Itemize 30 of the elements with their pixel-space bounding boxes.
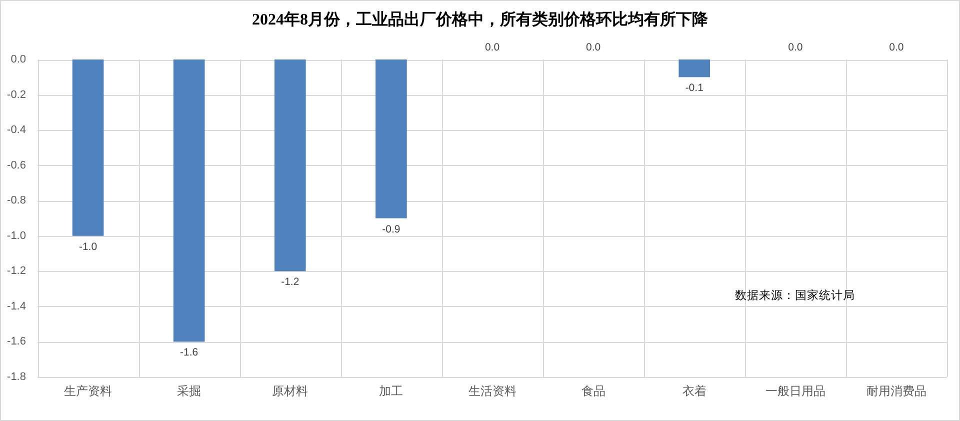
data-label: 0.0 — [484, 42, 500, 54]
ytick: -0.2 — [7, 88, 26, 101]
ytick: -0.6 — [7, 159, 26, 172]
data-label: -0.9 — [382, 223, 400, 236]
title: 2024年8月份，工业品出厂价格中，所有类别价格环比均有所下降 — [252, 12, 708, 28]
ytick: -0.4 — [7, 124, 26, 136]
xtick: 衣着 — [682, 384, 706, 398]
data-label: 0.0 — [788, 42, 803, 54]
xtick: 耐用消费品 — [866, 384, 926, 398]
xtick: 原材料 — [272, 384, 308, 398]
ytick: -0.8 — [7, 194, 26, 207]
ytick: -1.4 — [7, 300, 26, 312]
data-label: -0.1 — [685, 82, 704, 94]
xtick: 加工 — [379, 384, 404, 398]
ytick: 0.0 — [10, 54, 26, 66]
xtick: 采掘 — [177, 384, 202, 398]
ytick: -1.2 — [7, 265, 26, 278]
ytick: -1.0 — [7, 230, 26, 242]
ytick: -1.6 — [7, 336, 26, 348]
ytick: -1.8 — [7, 371, 26, 383]
data-label: 0.0 — [889, 42, 904, 54]
xtick: 生产资料 — [64, 384, 112, 398]
data-label: -1.2 — [281, 276, 300, 288]
data-label: -1.0 — [78, 240, 98, 253]
xtick: 生活资料 — [468, 384, 516, 398]
data-label: -1.6 — [180, 346, 198, 359]
annotation: 数据来源：国家统计局 — [735, 290, 855, 302]
data-label: 0.0 — [586, 42, 601, 54]
xtick: 食品 — [581, 384, 606, 398]
xtick: 一般日用品 — [765, 384, 826, 398]
